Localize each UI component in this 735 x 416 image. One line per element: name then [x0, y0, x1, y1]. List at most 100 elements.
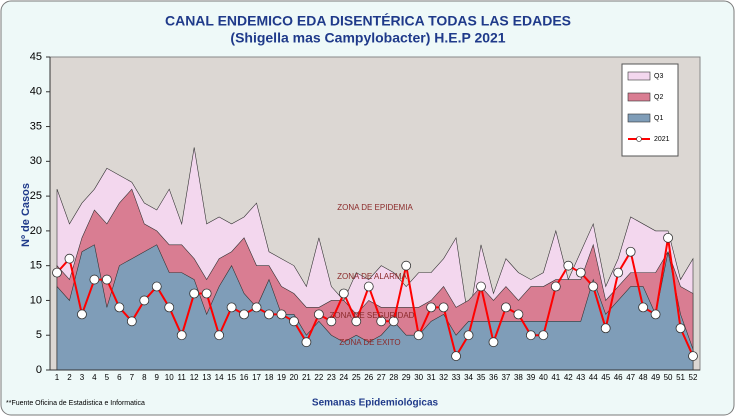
x-tick-label: 35: [477, 373, 486, 382]
x-tick-label: 29: [402, 373, 411, 382]
x-tick-label: 48: [639, 373, 648, 382]
x-tick-label: 2: [67, 373, 72, 382]
x-tick-label: 16: [240, 373, 249, 382]
x-axis-label: Semanas Epidemiológicas: [312, 398, 439, 409]
y-tick-label: 10: [30, 294, 42, 306]
point: [588, 281, 599, 292]
legend-marker: [636, 136, 642, 142]
x-tick-label: 26: [364, 373, 373, 382]
legend-swatch: [627, 113, 651, 123]
x-tick-label: 45: [601, 373, 610, 382]
y-tick-label: 40: [30, 86, 42, 98]
point: [650, 309, 661, 320]
point: [451, 351, 461, 361]
point: [313, 309, 324, 320]
x-tick-label: 25: [352, 373, 361, 382]
x-tick-label: 21: [302, 373, 311, 382]
point: [488, 337, 499, 348]
point: [139, 295, 150, 306]
x-tick-label: 9: [155, 373, 160, 382]
point: [501, 302, 511, 313]
legend: Q3 Q2 Q1 2021: [621, 63, 679, 157]
chart-title: CANAL ENDEMICO EDA DISENTÉRICA TODAS LAS…: [165, 13, 571, 29]
x-tick-label: 8: [142, 373, 147, 382]
x-tick-label: 27: [377, 373, 386, 382]
legend-label: Q2: [654, 94, 663, 101]
point: [176, 330, 187, 341]
point: [625, 246, 636, 257]
point: [326, 316, 337, 327]
point: [226, 302, 237, 313]
x-tick-label: 11: [178, 373, 187, 382]
x-tick-label: 23: [327, 373, 336, 382]
x-tick-label: 51: [676, 373, 685, 382]
x-tick-label: 14: [215, 373, 224, 382]
point: [276, 309, 287, 320]
x-tick-label: 52: [689, 373, 698, 382]
point: [550, 281, 561, 292]
point: [52, 267, 62, 278]
x-tick-label: 42: [564, 373, 573, 382]
point: [289, 316, 299, 327]
point: [351, 316, 362, 327]
x-tick-label: 37: [501, 373, 510, 382]
x-tick-label: 32: [439, 373, 448, 382]
x-tick-label: 18: [265, 373, 274, 382]
series-layer: [52, 147, 698, 371]
x-tick-label: 7: [130, 373, 135, 382]
x-tick-label: 19: [277, 373, 286, 382]
x-tick-label: 28: [389, 373, 398, 382]
point: [338, 288, 349, 299]
x-tick-label: 13: [202, 373, 211, 382]
point: [101, 274, 112, 285]
point: [164, 302, 175, 313]
line: [56, 237, 694, 359]
x-tick-label: 47: [626, 373, 635, 382]
point: [413, 330, 424, 341]
point: [426, 302, 437, 313]
x-tick-label: 5: [105, 373, 110, 382]
x-tick-label: 1: [55, 373, 60, 382]
point: [575, 267, 586, 278]
point: [264, 309, 274, 320]
y-tick-label: 15: [30, 260, 42, 272]
x-tick-label: 36: [489, 373, 498, 382]
point: [251, 302, 262, 313]
point: [663, 232, 673, 243]
x-tick-label: 15: [227, 373, 236, 382]
x-tick-label: 43: [576, 373, 585, 382]
point: [388, 316, 399, 327]
point: [476, 281, 486, 292]
x-tick-label: 50: [664, 373, 673, 382]
x-tick-label: 39: [526, 373, 535, 382]
point: [438, 302, 449, 313]
point: [89, 274, 100, 285]
y-tick-label: 35: [30, 120, 42, 132]
footnote: **Fuente Oficina de Estadistica e Inform…: [6, 400, 145, 407]
y-tick-label: 25: [30, 190, 42, 202]
x-tick-label: 20: [289, 373, 298, 382]
x-tick-label: 38: [514, 373, 523, 382]
point: [638, 302, 649, 313]
point: [301, 337, 312, 348]
point: [463, 330, 474, 341]
legend-label: 2021: [654, 136, 670, 143]
chart-subtitle: (Shigella mas Campylobacter) H.E.P 2021: [230, 30, 505, 46]
x-tick-label: 3: [80, 373, 85, 382]
x-tick-label: 44: [589, 373, 598, 382]
point: [363, 281, 374, 292]
point: [189, 288, 200, 299]
zone-label: ZONA DE EXITO: [339, 338, 400, 347]
point: [64, 253, 75, 264]
x-tick-label: 12: [190, 373, 199, 382]
x-tick-label: 6: [117, 373, 122, 382]
x-tick-label: 17: [252, 373, 261, 382]
x-tick-label: 24: [339, 373, 348, 382]
point: [114, 302, 125, 313]
point: [151, 281, 162, 292]
zone-label: ZONA DE ALARMA: [337, 272, 407, 281]
y-axis-label: Nº de Casos: [20, 183, 32, 247]
point: [613, 267, 624, 278]
x-tick-label: 4: [92, 373, 97, 382]
x-tick-label: 46: [614, 373, 623, 382]
